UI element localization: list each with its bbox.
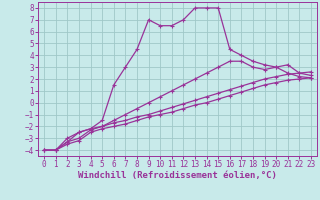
X-axis label: Windchill (Refroidissement éolien,°C): Windchill (Refroidissement éolien,°C) xyxy=(78,171,277,180)
